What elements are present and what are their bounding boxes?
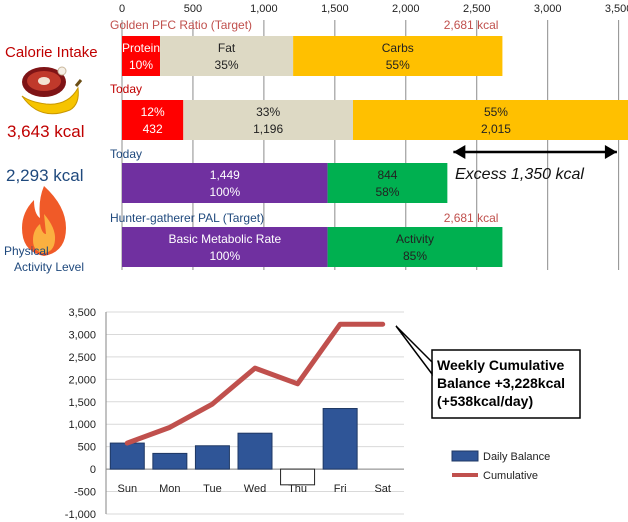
segment-value-label: 55% — [386, 58, 410, 72]
pal-label-line2: Activity Level — [14, 260, 84, 274]
row-target-label: 2,681 kcal — [444, 18, 499, 32]
segment-value-label: 432 — [143, 122, 163, 136]
weekly-y-tick-label: 3,000 — [68, 329, 96, 341]
segment-value-label: 10% — [129, 58, 153, 72]
segment-value-label: 2,015 — [481, 122, 511, 136]
daily-balance-bar — [109, 442, 145, 470]
weekly-y-tick-label: 0 — [90, 464, 96, 476]
banana-icon-stem — [74, 79, 83, 87]
weekly-y-tick-label: 1,000 — [68, 419, 96, 431]
segment-value-label: 58% — [375, 185, 399, 199]
segment-value-label: 85% — [403, 249, 427, 263]
stacked-bar-segment — [122, 100, 184, 140]
weekly-y-tick-label: 3,500 — [68, 307, 96, 319]
calorie-intake-label: Calorie Intake — [5, 44, 98, 61]
callout-pointer — [395, 325, 433, 377]
banana-icon-body — [21, 86, 79, 115]
pfc-x-tick-label: 3,500 — [605, 3, 628, 15]
pfc-x-tick-label: 2,000 — [392, 3, 420, 15]
excess-arrow-head-left — [453, 145, 466, 159]
segment-value-label: 100% — [209, 249, 240, 263]
stacked-bar-segment — [353, 100, 628, 140]
segment-value-label: 100% — [209, 185, 240, 199]
weekly-y-tick-label: -500 — [74, 487, 96, 499]
calorie-intake-value: 3,643 kcal — [7, 122, 85, 141]
row-target-label: 2,681 kcal — [444, 211, 499, 225]
pfc-x-tick-label: 1,000 — [250, 3, 278, 15]
weekly-y-tick-label: 1,500 — [68, 397, 96, 409]
flame-icon — [22, 186, 66, 256]
segment-label: 1,449 — [210, 168, 240, 182]
stacked-bar-segment — [327, 227, 503, 267]
daily-balance-bar — [194, 445, 230, 470]
callout-pointer-mask — [433, 362, 436, 374]
daily-balance-bar — [152, 452, 188, 470]
meat-icon — [22, 66, 67, 97]
stacked-bar-segment — [160, 36, 294, 76]
weekly-x-tick-label: Fri — [334, 483, 347, 495]
callout-line1: Weekly Cumulative — [437, 357, 565, 373]
pfc-x-tick-label: 2,500 — [463, 3, 491, 15]
row-title: Golden PFC Ratio (Target) — [110, 18, 252, 32]
segment-label: 12% — [141, 105, 165, 119]
row-title: Today — [110, 82, 142, 96]
pfc-x-tick-label: 1,500 — [321, 3, 349, 15]
weekly-y-tick-label: 2,500 — [68, 352, 96, 364]
meat-icon-fat — [38, 77, 50, 85]
daily-balance-bar — [280, 468, 316, 486]
excess-annotation-label: Excess 1,350 kcal — [455, 166, 584, 183]
row-title: Today — [110, 147, 142, 161]
callout-line3: (+538kcal/day) — [437, 393, 533, 409]
pal-label-line1: Physical — [4, 244, 49, 258]
pfc-x-tick-label: 3,000 — [534, 3, 562, 15]
expenditure-value: 2,293 kcal — [6, 166, 84, 185]
callout-box — [431, 349, 581, 419]
stacked-bar-segment — [183, 100, 353, 140]
flame-icon-inner — [33, 214, 56, 253]
row-title: Hunter-gatherer PAL (Target) — [110, 211, 264, 225]
weekly-y-tick-label: -1,000 — [65, 509, 96, 521]
daily-balance-bar — [237, 432, 273, 470]
segment-label: 844 — [377, 168, 397, 182]
pfc-x-tick-label: 500 — [184, 3, 202, 15]
segment-label: Basic Metabolic Rate — [168, 232, 281, 246]
weekly-chart: -1,000 -500 0 500 1,000 1,500 2,000 2,500 3,000 3… — [65, 307, 581, 521]
pfc-x-tick-label: 0 — [119, 3, 125, 15]
meat-icon-bone — [57, 66, 67, 76]
weekly-y-tick-label: 500 — [78, 442, 96, 454]
legend-swatch-daily-balance — [451, 450, 479, 462]
weekly-x-tick-label: Sat — [374, 483, 391, 495]
segment-label: Protein — [122, 41, 160, 55]
weekly-x-tick-label: Mon — [159, 483, 180, 495]
callout-line2: Balance +3,228kcal — [437, 375, 565, 391]
banana-icon — [21, 79, 83, 115]
weekly-x-tick-label: Thu — [288, 483, 307, 495]
segment-value-label: 1,196 — [253, 122, 283, 136]
daily-balance-bar — [322, 408, 358, 470]
stacked-bar-segment — [122, 36, 161, 76]
stacked-bar-segment — [122, 227, 328, 267]
weekly-x-tick-label: Sun — [117, 483, 137, 495]
stacked-bar-segment — [327, 163, 448, 203]
stacked-bar-segment — [122, 163, 328, 203]
weekly-y-tick-label: 2,000 — [68, 374, 96, 386]
segment-label: 55% — [484, 105, 508, 119]
segment-label: Activity — [396, 232, 434, 246]
weekly-x-tick-label: Tue — [203, 483, 222, 495]
weekly-x-tick-label: Wed — [244, 483, 266, 495]
segment-label: Fat — [218, 41, 236, 55]
segment-label: 33% — [256, 105, 280, 119]
stacked-bar-segment — [293, 36, 503, 76]
segment-label: Carbs — [382, 41, 414, 55]
pfc-chart: 0 500 1,000 1,500 2,000 2,500 3,000 3,500 Golden… — [110, 3, 628, 270]
cumulative-line — [124, 321, 386, 446]
excess-arrow-head-right — [604, 145, 617, 159]
legend-label-daily-balance: Daily Balance — [483, 451, 550, 463]
legend-label-cumulative: Cumulative — [483, 470, 538, 482]
segment-value-label: 35% — [215, 58, 239, 72]
